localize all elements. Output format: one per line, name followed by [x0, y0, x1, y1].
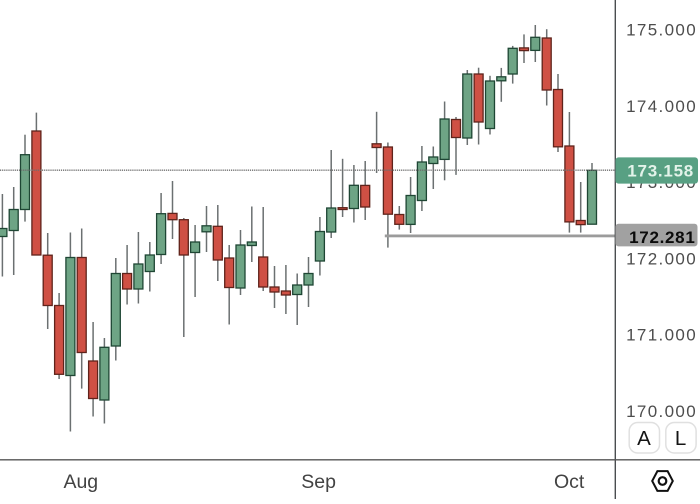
svg-text:173.158: 173.158 — [627, 162, 694, 181]
svg-text:172.281: 172.281 — [629, 228, 695, 247]
svg-text:Oct: Oct — [554, 471, 585, 493]
svg-text:175.000: 175.000 — [626, 21, 697, 40]
svg-text:L: L — [675, 427, 686, 450]
svg-text:174.000: 174.000 — [626, 97, 697, 116]
svg-text:Sep: Sep — [301, 471, 336, 493]
svg-text:Aug: Aug — [63, 471, 98, 493]
svg-text:171.000: 171.000 — [626, 326, 697, 345]
svg-text:170.000: 170.000 — [626, 402, 697, 421]
svg-text:172.000: 172.000 — [626, 249, 697, 268]
svg-text:A: A — [637, 427, 651, 450]
